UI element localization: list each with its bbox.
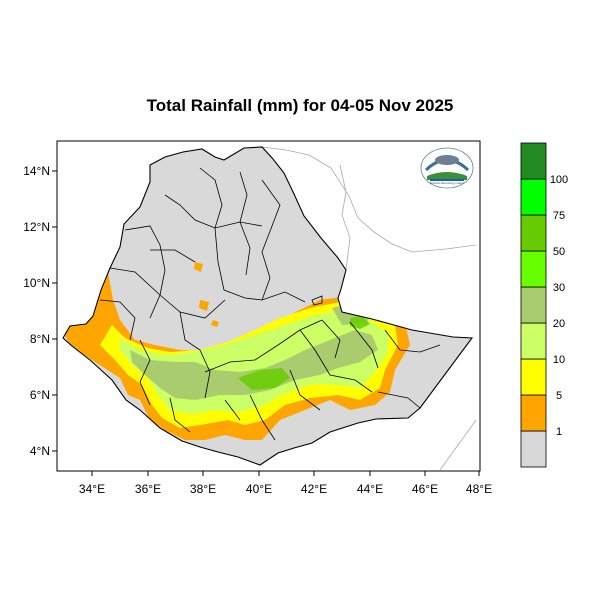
legend-swatch [520,430,547,468]
lon-label-36: 36°E [135,482,161,496]
admin-boundaries [99,167,441,441]
legend-swatch [520,214,547,252]
legend-swatch [520,322,547,360]
lat-label-4: 4°N [30,444,50,458]
legend-label: 50 [553,246,565,258]
rainfall-legend: 1 5 10 20 30 50 75 100 [520,142,568,468]
legend-swatch [520,142,547,180]
lon-label-40: 40°E [246,482,272,496]
legend-label: 5 [556,390,562,402]
rainfall-field [63,262,410,440]
legend-swatch [520,286,547,324]
lat-label-6: 6°N [30,388,50,402]
legend-swatch [520,178,547,216]
legend-label: 75 [553,210,565,222]
ethiopian-meteorology-logo: Ethiopian Meteorology Institute [420,147,474,189]
legend-label: 10 [553,354,565,366]
lat-label-12: 12°N [23,220,50,234]
legend-label: 1 [556,426,562,438]
lat-label-8: 8°N [30,332,50,346]
lon-label-48: 48°E [466,482,492,496]
lon-label-46: 46°E [412,482,438,496]
lon-label-44: 44°E [357,482,383,496]
lon-label-42: 42°E [301,482,327,496]
lat-label-10: 10°N [23,276,50,290]
lon-label-34: 34°E [79,482,105,496]
legend-swatch [520,394,547,432]
legend-swatch [520,250,547,288]
logo-caption: Ethiopian Meteorology Institute [430,182,465,185]
legend-label: 20 [553,318,565,330]
map-title: Total Rainfall (mm) for 04-05 Nov 2025 [146,96,454,115]
lat-label-14: 14°N [23,164,50,178]
lon-label-38: 38°E [190,482,216,496]
axis-ticks [52,170,480,476]
legend-swatch [520,358,547,396]
legend-label: 30 [553,282,565,294]
legend-label: 100 [550,174,568,186]
